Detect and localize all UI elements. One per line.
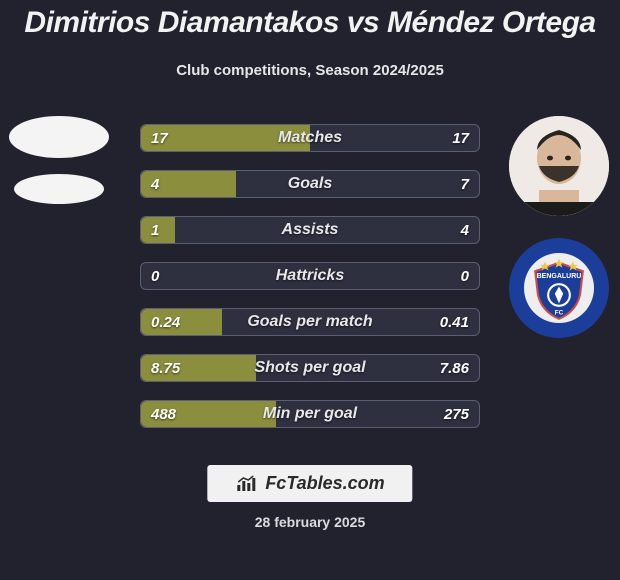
stat-label: Shots per goal xyxy=(141,355,479,381)
stat-bar-row: 00Hattricks xyxy=(140,262,480,290)
left-player-club-badge xyxy=(14,174,104,204)
stat-label: Goals xyxy=(141,171,479,197)
page-subtitle: Club competitions, Season 2024/2025 xyxy=(0,62,620,79)
stat-bar-row: 47Goals xyxy=(140,170,480,198)
watermark-text: FcTables.com xyxy=(265,473,384,494)
svg-text:FC: FC xyxy=(555,310,564,317)
page-title: Dimitrios Diamantakos vs Méndez Ortega xyxy=(0,6,620,40)
date-label: 28 february 2025 xyxy=(0,514,620,530)
person-icon xyxy=(509,116,609,216)
stat-bar-row: 0.240.41Goals per match xyxy=(140,308,480,336)
watermark-badge: FcTables.com xyxy=(207,465,412,502)
right-player-club-badge: BENGALURU FC xyxy=(509,238,609,338)
stat-bar-row: 8.757.86Shots per goal xyxy=(140,354,480,382)
chart-icon xyxy=(235,475,257,493)
stat-bar-row: 488275Min per goal xyxy=(140,400,480,428)
stat-bar-row: 1717Matches xyxy=(140,124,480,152)
stat-label: Goals per match xyxy=(141,309,479,335)
right-player-column: BENGALURU FC xyxy=(504,116,614,338)
stats-bars: 1717Matches 47Goals 14Assists 00Hattricks 0.… xyxy=(140,124,480,428)
svg-text:BENGALURU: BENGALURU xyxy=(537,273,582,280)
stat-label: Min per goal xyxy=(141,401,479,427)
right-player-avatar xyxy=(509,116,609,216)
stat-label: Assists xyxy=(141,217,479,243)
stat-bar-row: 14Assists xyxy=(140,216,480,244)
stat-label: Hattricks xyxy=(141,263,479,289)
left-player-column xyxy=(4,116,114,204)
club-crest-icon: BENGALURU FC xyxy=(524,253,594,323)
stat-label: Matches xyxy=(141,125,479,151)
left-player-avatar xyxy=(9,116,109,158)
